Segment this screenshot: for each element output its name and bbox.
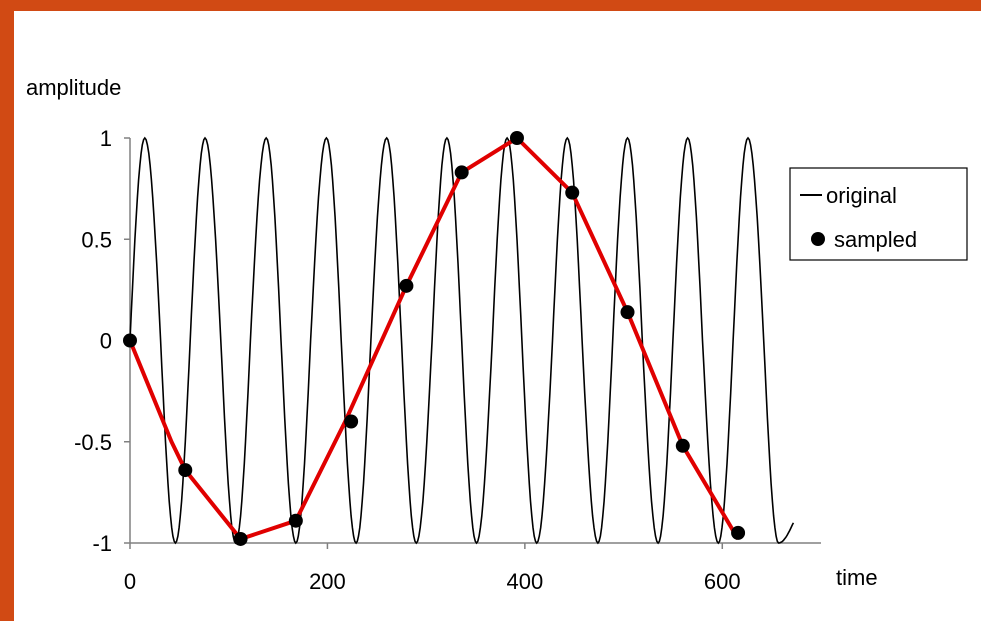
sampled-point (233, 531, 248, 546)
x-tick-label: 400 (506, 569, 543, 594)
sampled-point (454, 165, 469, 180)
sampled-point (731, 525, 746, 540)
legend-original-label: original (826, 183, 897, 208)
sampled-point (123, 333, 137, 348)
chart-panel: amplitude time 1 0.5 0 -0.5 -1 0 200 400 600 or… (14, 11, 981, 621)
y-tick-label: -1 (92, 531, 112, 556)
y-tick-label: 0.5 (81, 227, 112, 252)
sampled-point (509, 131, 524, 145)
y-tick-label: 1 (100, 126, 112, 151)
legend-sampled-label: sampled (834, 227, 917, 252)
y-tick-label: -0.5 (74, 430, 112, 455)
sampled-point (565, 185, 580, 200)
sampled-point (344, 414, 359, 429)
axes (129, 138, 821, 544)
plot-area (123, 131, 795, 546)
x-tick-label: 600 (704, 569, 741, 594)
sampled-point (675, 438, 690, 453)
chart: amplitude time 1 0.5 0 -0.5 -1 0 200 400 600 or… (26, 75, 968, 594)
x-ticks: 0 200 400 600 (124, 543, 741, 594)
sampled-point (620, 305, 635, 320)
sampled-point (399, 278, 414, 293)
legend: original sampled (789, 167, 968, 261)
y-tick-label: 0 (100, 329, 112, 354)
original-series-line (129, 136, 795, 545)
legend-sampled-swatch (811, 232, 825, 246)
sampled-point (178, 463, 193, 478)
x-tick-label: 200 (309, 569, 346, 594)
x-tick-label: 0 (124, 569, 136, 594)
x-axis-label: time (836, 565, 878, 590)
y-axis-label: amplitude (26, 75, 121, 100)
y-ticks: 1 0.5 0 -0.5 -1 (74, 126, 130, 556)
sampled-point (288, 513, 303, 528)
